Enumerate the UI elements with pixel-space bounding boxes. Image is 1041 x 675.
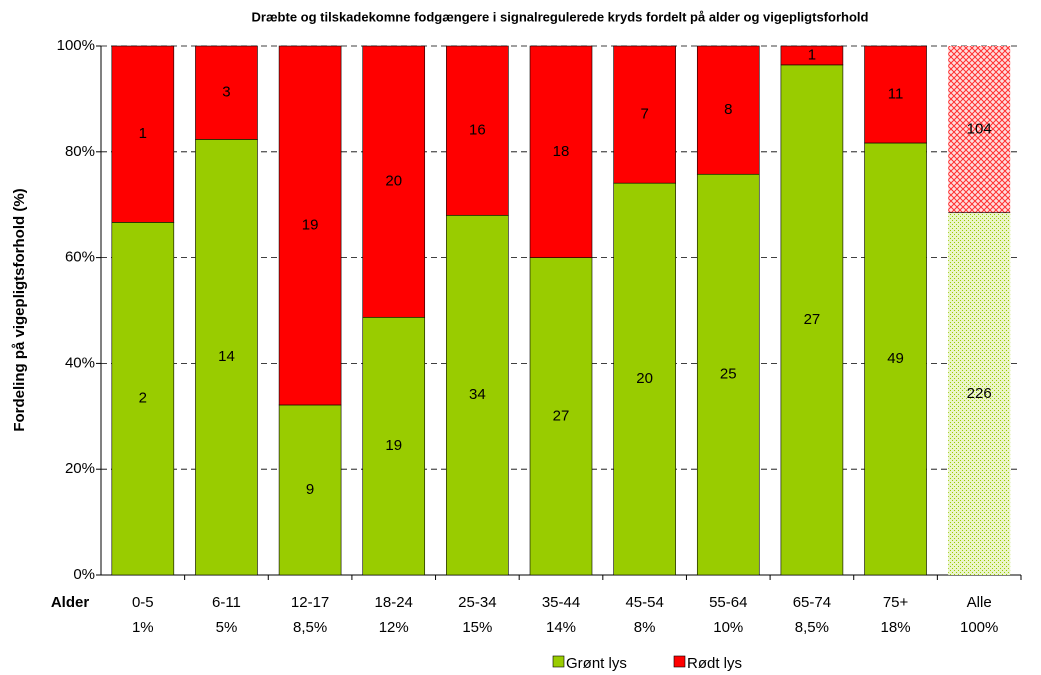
bar-segment	[446, 214, 509, 576]
y-tick-label: 40%	[65, 354, 95, 371]
bar-segment	[864, 45, 927, 144]
bar-segment	[446, 45, 509, 216]
data-label: 49	[887, 350, 904, 367]
x-share-label: 100%	[960, 619, 998, 636]
bar-segment	[278, 404, 342, 576]
bar-segment	[613, 182, 676, 576]
x-tick-label: 6-11	[212, 594, 241, 611]
data-label: 3	[222, 84, 230, 101]
data-label: 25	[720, 366, 737, 383]
x-share-label: 15%	[462, 619, 492, 636]
data-label: 2	[139, 390, 147, 407]
x-share-label: 5%	[216, 619, 238, 636]
legend-label: Grønt lys	[566, 655, 627, 672]
x-share-label: 18%	[881, 619, 911, 636]
bar-segment	[529, 45, 593, 258]
bar-segment	[362, 316, 426, 576]
data-label: 104	[967, 120, 992, 137]
data-label: 226	[967, 385, 992, 402]
data-label: 16	[469, 122, 486, 139]
data-label: 8	[724, 101, 732, 118]
y-tick-label: 60%	[65, 249, 95, 266]
data-label: 20	[636, 370, 653, 387]
data-label: 14	[218, 348, 235, 365]
x-tick-label: 0-5	[132, 594, 154, 611]
bar-segment	[948, 212, 1011, 575]
data-label: 7	[640, 106, 648, 123]
bar-segment	[864, 142, 927, 576]
x-share-label: 14%	[546, 619, 576, 636]
bar-segment	[948, 46, 1011, 213]
data-label: 18	[553, 143, 570, 160]
data-label: 11	[888, 85, 904, 102]
bar-segment	[195, 45, 258, 140]
x-tick-label: 12-17	[291, 594, 329, 611]
x-tick-label: Alle	[967, 594, 992, 611]
legend-label: Rødt lys	[687, 655, 742, 672]
x-tick-label: 25-34	[458, 594, 496, 611]
x-axis-label: Alder	[51, 594, 90, 611]
x-tick-label: 18-24	[375, 594, 413, 611]
data-label: 1	[139, 125, 147, 142]
data-label: 34	[469, 386, 486, 403]
x-share-label: 1%	[132, 619, 154, 636]
legend-swatch	[673, 655, 686, 668]
bar-segment	[780, 64, 844, 576]
data-label: 19	[385, 437, 402, 454]
bar-segment	[696, 173, 760, 576]
y-tick-label: 20%	[65, 460, 95, 477]
x-tick-label: 45-54	[625, 594, 663, 611]
data-label: 20	[385, 173, 402, 190]
legend-swatch	[552, 655, 565, 668]
y-tick-label: 0%	[73, 566, 95, 583]
x-share-label: 8%	[634, 619, 656, 636]
bar-segment	[696, 45, 760, 175]
bar-segment	[278, 45, 342, 406]
data-label: 27	[804, 311, 821, 328]
x-tick-label: 75+	[883, 594, 909, 611]
x-share-label: 8,5%	[293, 619, 327, 636]
x-tick-label: 65-74	[793, 594, 831, 611]
y-tick-label: 100%	[57, 37, 95, 54]
x-share-label: 12%	[379, 619, 409, 636]
x-tick-label: 35-44	[542, 594, 580, 611]
x-share-label: 10%	[713, 619, 743, 636]
bar-segment	[111, 45, 175, 223]
y-axis-label: Fordeling på vigepligtsforhold (%)	[11, 188, 28, 431]
bar-segment	[613, 45, 676, 184]
data-label: 1	[808, 46, 816, 63]
bar-segment	[362, 45, 426, 318]
x-tick-label: 55-64	[709, 594, 747, 611]
data-label: 19	[302, 216, 319, 233]
bar-segment	[111, 222, 175, 576]
data-label: 9	[306, 481, 314, 498]
bar-segment	[780, 45, 844, 66]
x-share-label: 8,5%	[795, 619, 829, 636]
chart-title: Dræbte og tilskadekomne fodgængere i sig…	[252, 9, 869, 24]
data-label: 27	[553, 407, 570, 424]
bar-segment	[529, 257, 593, 576]
bar-segment	[195, 139, 258, 576]
y-tick-label: 80%	[65, 143, 95, 160]
